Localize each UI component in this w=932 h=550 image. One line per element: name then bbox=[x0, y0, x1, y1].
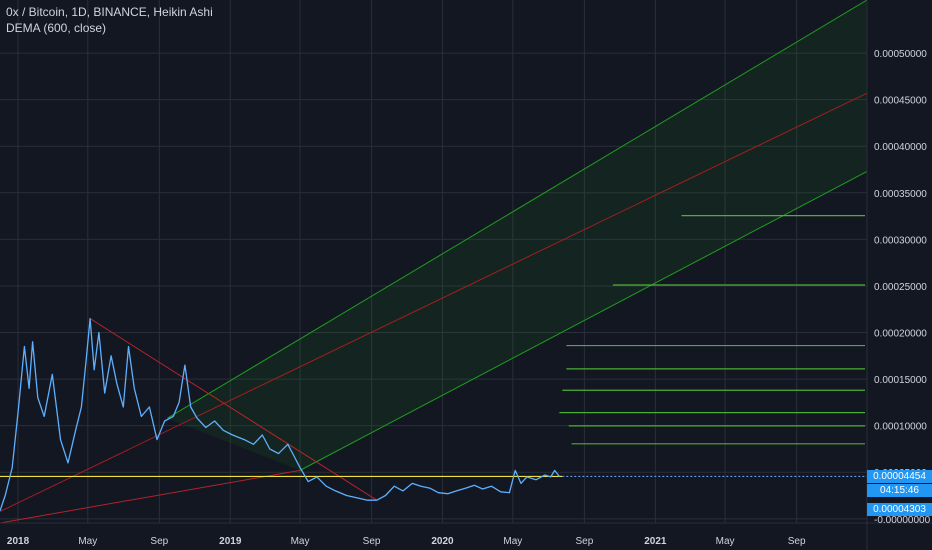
last-price-tag: 0.00004454 bbox=[867, 470, 932, 484]
symbol-title[interactable]: 0x / Bitcoin, 1D, BINANCE, Heikin Ashi bbox=[6, 5, 213, 19]
x-tick-label: May bbox=[503, 536, 522, 547]
x-tick-label: May bbox=[78, 536, 97, 547]
x-tick-label: Sep bbox=[363, 536, 381, 547]
x-tick-label: May bbox=[716, 536, 735, 547]
x-tick-label: Sep bbox=[575, 536, 593, 547]
grid bbox=[0, 0, 867, 523]
x-tick-label: 2019 bbox=[219, 536, 242, 547]
x-tick-label: 2020 bbox=[431, 536, 454, 547]
x-tick-label: 2018 bbox=[7, 536, 30, 547]
countdown-tag: 04:15:46 bbox=[867, 484, 932, 498]
y-tick-label: 0.00015000 bbox=[874, 375, 927, 386]
y-tick-label: 0.00020000 bbox=[874, 329, 927, 340]
price-series bbox=[0, 317, 560, 512]
y-tick-label: 0.00035000 bbox=[874, 189, 927, 200]
y-tick-label: 0.00025000 bbox=[874, 282, 927, 293]
y-tick-label: 0.00030000 bbox=[874, 235, 927, 246]
price-line bbox=[0, 317, 560, 512]
dema-value-tag: 0.00004303 bbox=[867, 503, 932, 517]
channel-median-line bbox=[0, 92, 868, 512]
channel-fill bbox=[167, 0, 867, 471]
x-tick-label: Sep bbox=[150, 536, 168, 547]
y-tick-label: 0.00040000 bbox=[874, 142, 927, 153]
y-tick-label: 0.00050000 bbox=[874, 49, 927, 60]
channel-upper-line bbox=[167, 0, 868, 419]
y-tick-label: -0.00000000 bbox=[874, 515, 931, 526]
downtrend-line bbox=[89, 318, 378, 501]
y-tick-label: 0.00010000 bbox=[874, 422, 927, 433]
y-tick-label: 0.00045000 bbox=[874, 96, 927, 107]
drawings bbox=[0, 0, 868, 524]
channel-base-line bbox=[0, 469, 301, 524]
channel-lower-line bbox=[299, 170, 868, 471]
indicator-label[interactable]: DEMA (600, close) bbox=[6, 21, 107, 35]
chart-legend: 0x / Bitcoin, 1D, BINANCE, Heikin Ashi D… bbox=[6, 4, 213, 36]
x-tick-label: 2021 bbox=[644, 536, 667, 547]
x-tick-label: Sep bbox=[788, 536, 806, 547]
x-tick-label: May bbox=[291, 536, 310, 547]
